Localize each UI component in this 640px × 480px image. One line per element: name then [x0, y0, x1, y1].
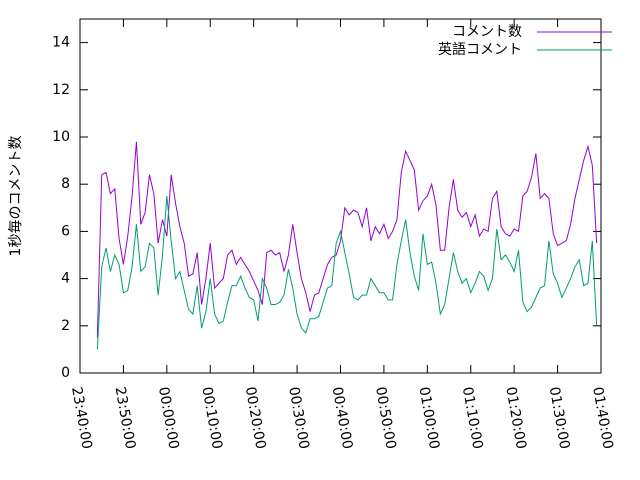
x-tick-label: 00:50:00 — [372, 386, 399, 451]
y-tick-label: 2 — [61, 318, 70, 334]
x-tick-label: 00:40:00 — [329, 386, 356, 451]
x-tick-label: 23:40:00 — [68, 386, 95, 451]
y-tick-label: 12 — [52, 82, 70, 98]
legend-label: コメント数 — [452, 24, 522, 40]
y-tick-label: 0 — [61, 365, 70, 381]
y-tick-label: 6 — [61, 223, 70, 239]
y-tick-label: 4 — [61, 271, 70, 287]
y-tick-label: 14 — [52, 35, 70, 51]
series-line — [96, 141, 598, 338]
y-axis-label: 1秒毎のコメント数 — [8, 136, 24, 257]
x-tick-label: 00:10:00 — [198, 386, 225, 451]
y-tick-label: 10 — [52, 129, 70, 145]
x-tick-label: 01:20:00 — [502, 386, 529, 451]
x-tick-label: 01:40:00 — [589, 386, 616, 451]
y-tick-label: 8 — [61, 176, 70, 192]
x-tick-label: 00:00:00 — [155, 386, 182, 451]
legend-label: 英語コメント — [438, 41, 522, 58]
x-tick-label: 01:30:00 — [546, 386, 573, 451]
x-tick-label: 23:50:00 — [112, 386, 139, 451]
x-tick-label: 01:10:00 — [459, 386, 486, 451]
x-tick-label: 01:00:00 — [415, 386, 442, 451]
x-tick-label: 00:30:00 — [285, 386, 312, 451]
x-tick-label: 00:20:00 — [242, 386, 269, 451]
series-line — [96, 195, 598, 350]
